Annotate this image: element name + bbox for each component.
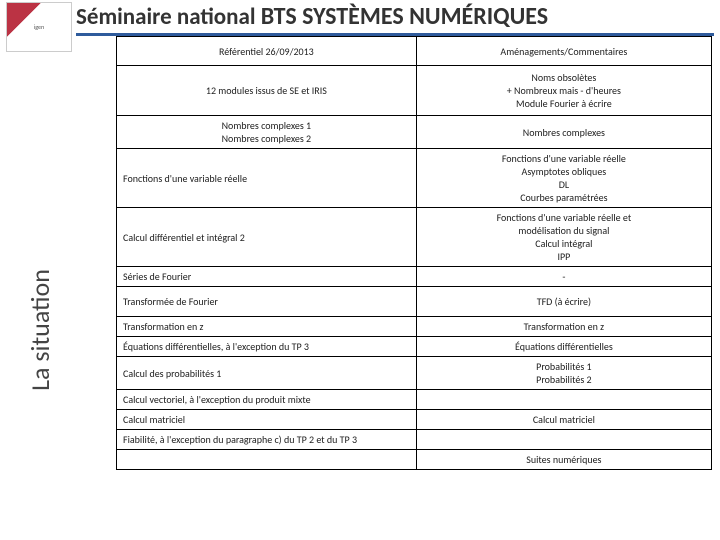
cell-right: Nombres complexes <box>416 116 711 149</box>
cell-left: Calcul matriciel <box>117 410 417 430</box>
cell-right: Probabilités 1Probabilités 2 <box>416 357 711 390</box>
table-row: Calcul matricielCalcul matriciel <box>117 410 712 430</box>
header-main: BTS SYSTÈMES NUMÉRIQUES <box>261 2 548 31</box>
cell-left: Nombres complexes 1Nombres complexes 2 <box>117 116 417 149</box>
cell-left: Calcul vectoriel, à l'exception du produ… <box>117 390 417 410</box>
table-row: Séries de Fourier- <box>117 267 712 287</box>
curriculum-table: Référentiel 26/09/2013 Aménagements/Comm… <box>116 36 712 470</box>
col-header-right: Aménagements/Commentaires <box>416 37 711 66</box>
cell-left: Transformation en z <box>117 317 417 337</box>
cell-left: Équations différentielles, à l'exception… <box>117 337 417 357</box>
table-row: 12 modules issus de SE et IRISNoms obsol… <box>117 66 712 116</box>
col-header-left: Référentiel 26/09/2013 <box>117 37 417 66</box>
sidebar-label: La situation <box>24 210 56 450</box>
table-row: Calcul différentiel et intégral 2Fonctio… <box>117 208 712 267</box>
cell-right: Noms obsolètes+ Nombreux mais - d'heures… <box>416 66 711 116</box>
header-prefix: Séminaire national <box>76 3 261 31</box>
table-row: Calcul des probabilités 1Probabilités 1P… <box>117 357 712 390</box>
table-row: Fonctions d'une variable réelleFonctions… <box>117 149 712 208</box>
cell-left <box>117 450 417 470</box>
cell-left: Séries de Fourier <box>117 267 417 287</box>
cell-right: Équations différentielles <box>416 337 711 357</box>
cell-left: Fiabilité, à l'exception du paragraphe c… <box>117 430 417 450</box>
cell-right: Calcul matriciel <box>416 410 711 430</box>
cell-right: - <box>416 267 711 287</box>
cell-right: Fonctions d'une variable réelle etmodéli… <box>416 208 711 267</box>
cell-right: TFD (à écrire) <box>416 287 711 317</box>
table-row: Calcul vectoriel, à l'exception du produ… <box>117 390 712 410</box>
table-row: Suites numériques <box>117 450 712 470</box>
table-row: Fiabilité, à l'exception du paragraphe c… <box>117 430 712 450</box>
logo: igen <box>6 2 72 52</box>
cell-right <box>416 430 711 450</box>
cell-right: Fonctions d'une variable réelleAsymptote… <box>416 149 711 208</box>
table-row: Équations différentielles, à l'exception… <box>117 337 712 357</box>
cell-right <box>416 390 711 410</box>
table-row: Transformée de FourierTFD (à écrire) <box>117 287 712 317</box>
cell-right: Transformation en z <box>416 317 711 337</box>
table-row: Nombres complexes 1Nombres complexes 2No… <box>117 116 712 149</box>
table-header-row: Référentiel 26/09/2013 Aménagements/Comm… <box>117 37 712 66</box>
cell-left: Calcul des probabilités 1 <box>117 357 417 390</box>
cell-right: Suites numériques <box>416 450 711 470</box>
page-title: Séminaire national BTS SYSTÈMES NUMÉRIQU… <box>76 2 714 36</box>
cell-left: 12 modules issus de SE et IRIS <box>117 66 417 116</box>
logo-text: igen <box>7 23 71 31</box>
table-row: Transformation en zTransformation en z <box>117 317 712 337</box>
cell-left: Calcul différentiel et intégral 2 <box>117 208 417 267</box>
cell-left: Fonctions d'une variable réelle <box>117 149 417 208</box>
cell-left: Transformée de Fourier <box>117 287 417 317</box>
